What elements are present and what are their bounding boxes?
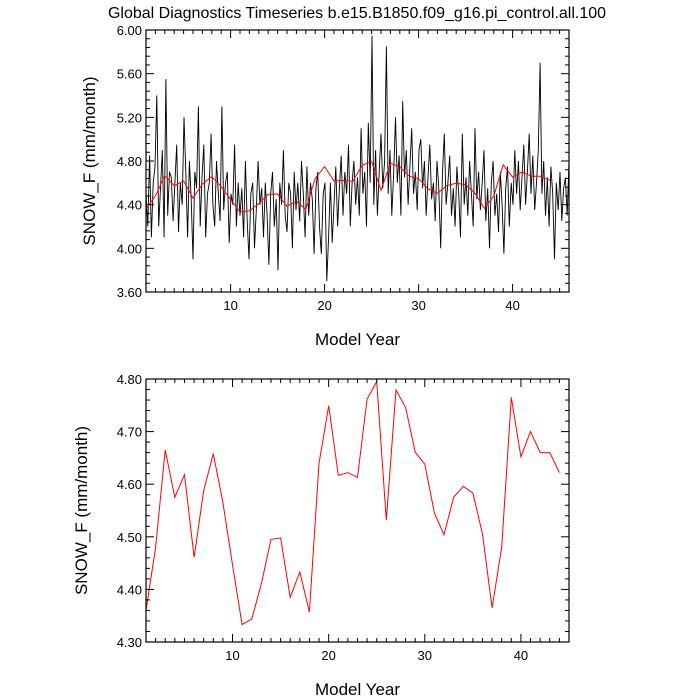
y-tick-label: 4.40: [117, 198, 142, 213]
y-axis-label: SNOW_F (mm/month): [72, 426, 91, 595]
x-tick-label: 20: [317, 298, 331, 313]
x-axis-label: Model Year: [315, 330, 400, 349]
plot-frame: [145, 378, 570, 643]
y-tick-label: 4.80: [117, 154, 142, 169]
top-chart-panel: 10 20 30 40 3.60 4.00 4.40 4.80 5.20 5.60 6.00 Mode…: [80, 23, 570, 349]
x-tick-label: 40: [505, 298, 519, 313]
bottom-chart-panel: 10 20 30 40 4.30 4.40 4.50 4.60 4.70 4.80 Model Ye…: [72, 372, 570, 699]
y-tick-label: 4.70: [117, 425, 142, 440]
y-tick-label: 4.60: [117, 477, 142, 492]
y-tick-label: 6.00: [117, 23, 142, 38]
y-axis-label: SNOW_F (mm/month): [80, 76, 99, 245]
x-tick-label: 10: [223, 298, 237, 313]
plot-frame: [145, 29, 570, 293]
series-line-monthly: [145, 35, 570, 282]
y-tick-label: 4.00: [117, 241, 142, 256]
y-tick-label: 3.60: [117, 285, 142, 300]
x-axis-label: Model Year: [315, 680, 400, 699]
chart-title: Global Diagnostics Timeseries b.e15.B185…: [108, 5, 606, 22]
x-tick-label: 10: [225, 648, 239, 663]
y-tick-label: 4.50: [117, 530, 142, 545]
y-tick-label: 4.30: [117, 635, 142, 650]
x-tick-label: 40: [514, 648, 528, 663]
series-line-annual: [145, 379, 560, 626]
x-tick-label: 30: [418, 648, 432, 663]
x-tick-label: 30: [411, 298, 425, 313]
series-line-annual: [145, 160, 551, 213]
y-tick-label: 4.80: [117, 372, 142, 387]
y-tick-label: 5.60: [117, 67, 142, 82]
y-tick-label: 4.40: [117, 582, 142, 597]
y-tick-label: 5.20: [117, 110, 142, 125]
x-tick-label: 20: [321, 648, 335, 663]
